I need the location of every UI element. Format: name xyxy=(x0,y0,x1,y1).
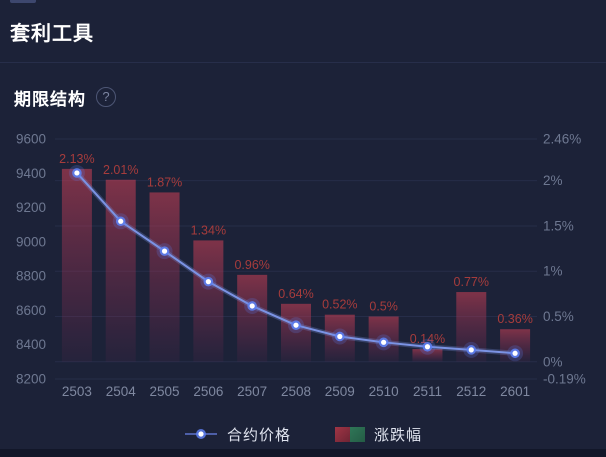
svg-text:0.77%: 0.77% xyxy=(454,275,489,289)
svg-text:8600: 8600 xyxy=(16,303,46,318)
svg-text:9000: 9000 xyxy=(16,234,46,249)
svg-text:0.36%: 0.36% xyxy=(497,312,532,326)
svg-text:2.46%: 2.46% xyxy=(543,132,581,147)
svg-text:0.14%: 0.14% xyxy=(410,332,445,346)
svg-text:1%: 1% xyxy=(543,264,563,279)
line-series xyxy=(68,164,524,362)
svg-text:8800: 8800 xyxy=(16,269,46,284)
legend-label-contract-price: 合约价格 xyxy=(226,426,291,444)
svg-text:2512: 2512 xyxy=(456,384,486,399)
bottom-panel-edge xyxy=(0,449,606,457)
svg-text:2%: 2% xyxy=(543,173,563,188)
legend-item-contract-price[interactable]: 合约价格 xyxy=(184,424,291,445)
svg-text:2503: 2503 xyxy=(62,384,92,399)
svg-text:9600: 9600 xyxy=(16,132,46,147)
svg-text:1.34%: 1.34% xyxy=(191,223,226,237)
help-icon[interactable]: ? xyxy=(96,87,116,107)
svg-text:1.5%: 1.5% xyxy=(543,218,574,233)
svg-text:9200: 9200 xyxy=(16,200,46,215)
svg-text:-0.19%: -0.19% xyxy=(543,372,586,387)
svg-text:2506: 2506 xyxy=(193,384,223,399)
svg-text:9400: 9400 xyxy=(16,166,46,181)
svg-text:2511: 2511 xyxy=(413,384,442,399)
svg-text:0.64%: 0.64% xyxy=(278,287,313,301)
line-series-icon xyxy=(184,429,217,439)
svg-text:2.01%: 2.01% xyxy=(103,163,138,177)
svg-text:0.5%: 0.5% xyxy=(369,300,398,314)
svg-text:2505: 2505 xyxy=(150,384,180,399)
svg-text:2508: 2508 xyxy=(281,384,311,399)
legend-item-change-rate[interactable]: 涨跌幅 xyxy=(335,424,422,445)
svg-text:2504: 2504 xyxy=(106,384,137,399)
term-structure-chart[interactable]: 2.13% 2.01% 1.87% 1.34% 0.96% 0.64% 0.52% 0.5% 0… xyxy=(0,118,606,418)
axis-labels: 9600 9400 9200 9000 8800 8600 8400 8200 2.46% 2% 1… xyxy=(16,132,586,400)
legend-label-change-rate: 涨跌幅 xyxy=(374,426,423,444)
svg-text:8200: 8200 xyxy=(16,372,46,387)
svg-text:0.96%: 0.96% xyxy=(234,258,269,272)
svg-text:2510: 2510 xyxy=(369,384,399,399)
section-title: 期限结构 xyxy=(14,89,86,109)
svg-text:0.52%: 0.52% xyxy=(322,298,357,312)
svg-text:1.87%: 1.87% xyxy=(147,175,182,189)
svg-text:2509: 2509 xyxy=(325,384,355,399)
svg-text:2.13%: 2.13% xyxy=(59,152,94,166)
bar-series-icon xyxy=(335,426,365,442)
svg-text:0%: 0% xyxy=(543,354,563,369)
svg-text:2507: 2507 xyxy=(237,384,267,399)
page-header: 套利工具 xyxy=(0,0,606,62)
bar-value-labels: 2.13% 2.01% 1.87% 1.34% 0.96% 0.64% 0.52% 0.5% 0… xyxy=(59,152,533,346)
chart-legend: 合约价格 涨跌幅 xyxy=(0,421,606,447)
section-header: 期限结构 ? xyxy=(14,84,116,110)
svg-text:8400: 8400 xyxy=(16,337,46,352)
page-title: 套利工具 xyxy=(10,22,94,45)
header-divider xyxy=(0,62,606,63)
svg-text:0.5%: 0.5% xyxy=(543,309,574,324)
svg-text:2601: 2601 xyxy=(500,384,530,399)
active-tab-indicator xyxy=(10,0,36,3)
